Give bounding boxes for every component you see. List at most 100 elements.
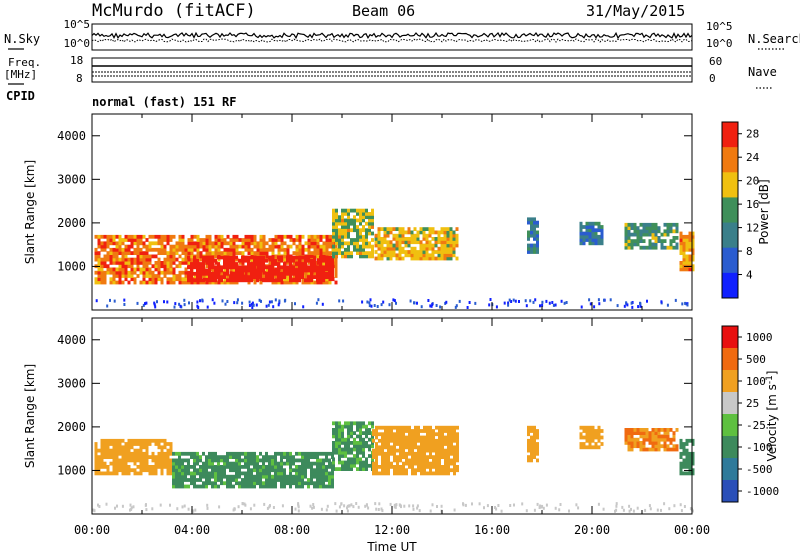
echo-cell	[286, 277, 290, 282]
echo-cell	[109, 247, 113, 252]
echo-cell	[425, 233, 429, 238]
noise-cell	[206, 503, 209, 507]
echo-cell	[292, 461, 295, 466]
echo-cell	[298, 244, 302, 249]
noise-cell	[346, 504, 349, 508]
echo-cell	[190, 278, 193, 283]
echo-cell	[338, 428, 341, 432]
echo-cell	[148, 277, 152, 282]
echo-cell	[378, 445, 381, 450]
echo-cell	[271, 258, 274, 263]
echo-cell	[181, 238, 185, 242]
echo-cell	[271, 465, 274, 469]
echo-cell	[399, 445, 402, 450]
echo-cell	[588, 438, 592, 443]
echo-cell	[579, 432, 583, 437]
echo-cell	[633, 444, 637, 449]
echo-cell	[435, 442, 438, 446]
echo-cell	[235, 238, 239, 242]
echo-cell	[196, 268, 199, 273]
echo-cell	[636, 437, 640, 442]
echo-cell	[121, 238, 125, 242]
echo-cell	[289, 255, 292, 260]
echo-cell	[350, 254, 353, 259]
echo-cell	[139, 280, 143, 285]
echo-cell	[440, 250, 444, 254]
echo-cell	[289, 471, 292, 476]
echo-cell	[199, 238, 203, 242]
echo-cell	[359, 234, 362, 239]
noise-cell	[270, 300, 273, 304]
echo-cell	[392, 250, 396, 254]
echo-cell	[271, 478, 274, 482]
echo-cell	[669, 226, 673, 230]
echo-cell	[304, 474, 307, 479]
echo-cell	[319, 238, 323, 242]
echo-cell	[196, 258, 199, 263]
noise-cell	[495, 507, 498, 511]
echo-cell	[316, 268, 319, 273]
echo-cell	[271, 474, 274, 479]
freq-panel-frame	[91, 57, 693, 83]
echo-cell	[139, 448, 143, 453]
echo-cell	[594, 445, 598, 450]
colorbar-swatch	[722, 222, 738, 249]
echo-cell	[232, 241, 236, 246]
echo-cell	[112, 267, 116, 272]
echo-cell	[429, 445, 432, 450]
echo-cell	[280, 478, 283, 482]
echo-cell	[196, 251, 200, 255]
echo-cell	[133, 247, 137, 252]
echo-cell	[444, 471, 447, 476]
echo-cell	[268, 238, 272, 242]
echo-cell	[154, 455, 158, 459]
echo-cell	[190, 451, 193, 456]
echo-cell	[426, 429, 429, 433]
echo-cell	[217, 255, 220, 260]
echo-cell	[145, 254, 149, 259]
echo-cell	[347, 428, 350, 432]
noise-cell	[381, 509, 384, 513]
echo-cell	[223, 241, 227, 246]
echo-cell	[313, 255, 316, 260]
echo-cell	[682, 471, 686, 476]
noise-cell	[466, 306, 469, 309]
echo-cell	[190, 257, 194, 262]
noise-cell	[429, 509, 432, 513]
echo-cell	[639, 447, 643, 452]
echo-cell	[344, 454, 347, 458]
echo-cell	[289, 451, 292, 456]
echo-cell	[307, 244, 311, 249]
echo-cell	[142, 465, 146, 469]
echo-cell	[283, 455, 286, 459]
echo-cell	[307, 455, 310, 459]
echo-cell	[307, 238, 311, 242]
echo-cell	[202, 474, 205, 479]
echo-cell	[588, 238, 592, 242]
echo-cell	[172, 277, 176, 282]
echo-cell	[399, 471, 402, 476]
echo-cell	[384, 468, 387, 473]
echo-cell	[441, 455, 444, 459]
echo-cell	[211, 258, 214, 263]
echo-cell	[127, 251, 131, 255]
echo-cell	[381, 425, 384, 430]
echo-cell	[310, 478, 313, 482]
echo-cell	[371, 444, 374, 449]
freq-tick-top: 18	[70, 54, 83, 67]
echo-cell	[344, 463, 347, 468]
time-tick-label: 08:00	[274, 523, 310, 537]
echo-cell	[229, 267, 233, 272]
nsky-panel-frame	[91, 23, 693, 51]
echo-cell	[645, 437, 649, 442]
echo-cell	[341, 215, 344, 220]
echo-cell	[399, 448, 402, 453]
echo-cell	[190, 247, 194, 252]
echo-cell	[247, 484, 250, 489]
echo-cell	[286, 280, 290, 285]
echo-cell	[453, 455, 456, 459]
echo-cell	[262, 268, 265, 273]
echo-cell	[688, 267, 692, 272]
echo-cell	[262, 241, 266, 246]
noise-cell	[338, 299, 341, 303]
